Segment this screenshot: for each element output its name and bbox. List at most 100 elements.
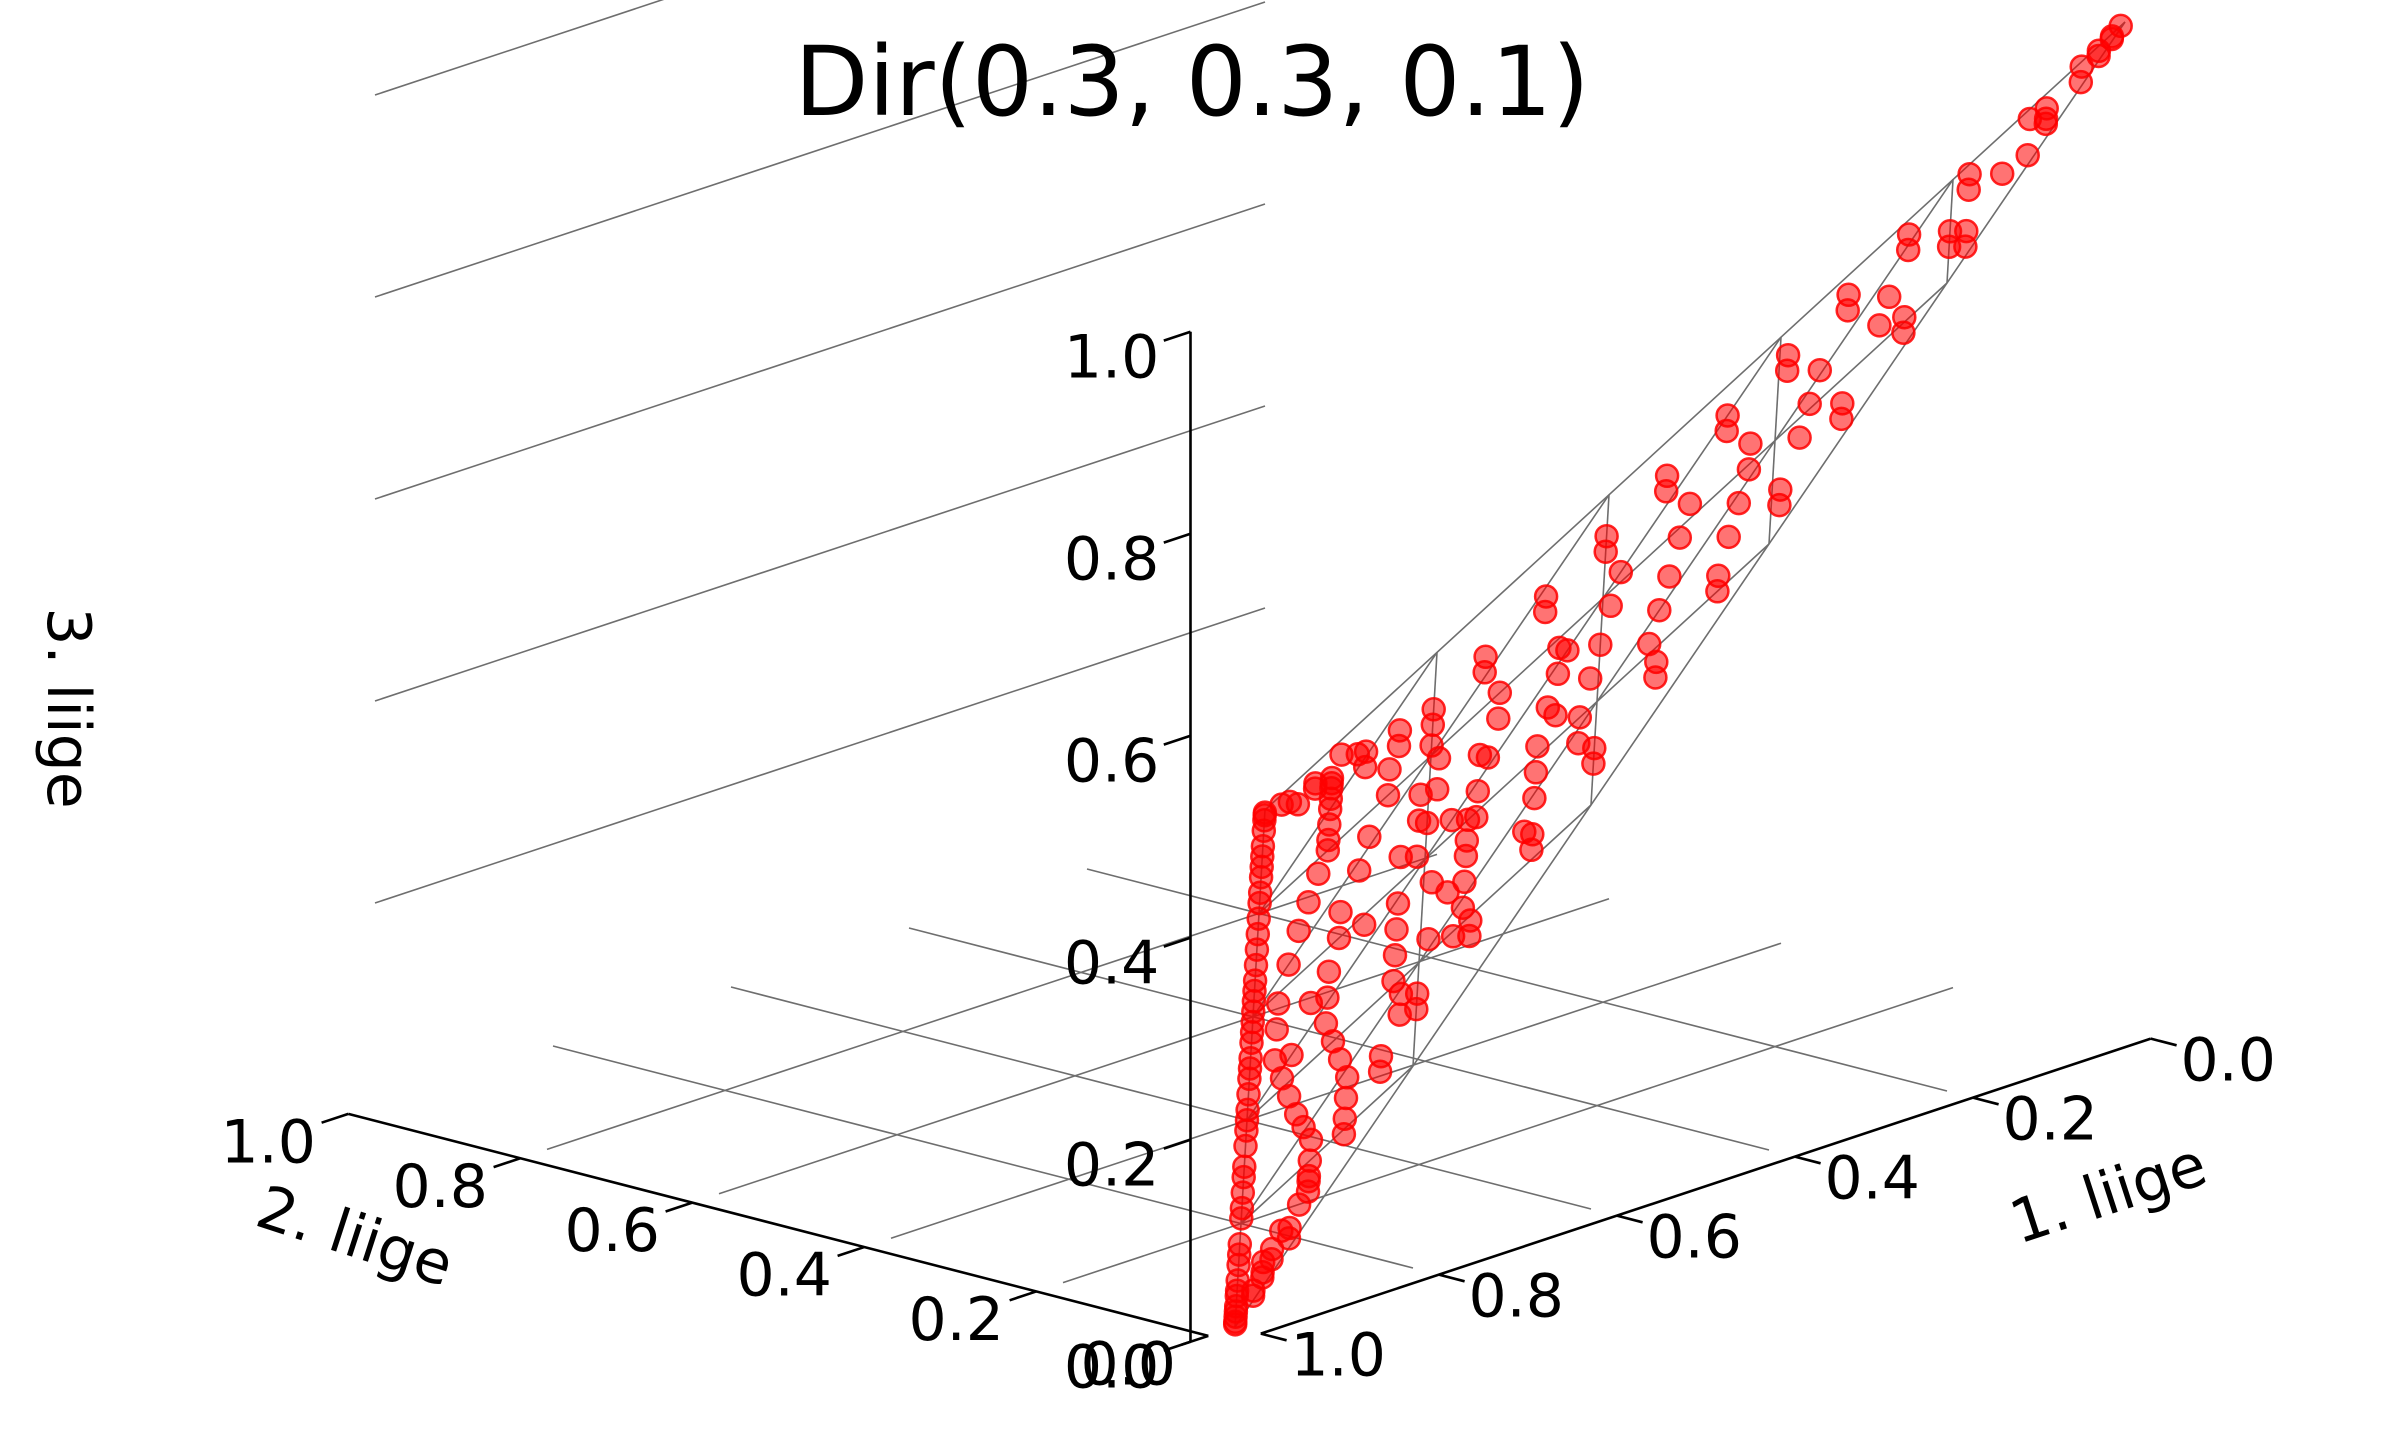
scatter-point	[1298, 1127, 1324, 1153]
scatter-point	[1512, 819, 1537, 845]
scatter-point	[2086, 43, 2111, 69]
scatter-point	[1726, 490, 1752, 516]
scatter-point	[1367, 1059, 1393, 1084]
scatter-point	[1296, 890, 1321, 915]
simplex-gridline	[1258, 651, 1438, 914]
scatter-point	[1279, 1042, 1304, 1068]
scatter-point	[1285, 792, 1311, 817]
scatter-point	[1567, 705, 1593, 730]
floor-gridline	[546, 853, 1438, 1151]
simplex-gridline	[1240, 1065, 1414, 1225]
z-axis-tick-label: 0.2	[1064, 1130, 1159, 1200]
x-axis-tick-label: 0.2	[2002, 1085, 2097, 1155]
z-axis-tick	[1163, 734, 1191, 746]
z-axis-tick	[1163, 936, 1191, 948]
scatter-point	[1787, 425, 1812, 450]
scatter-point	[1667, 525, 1693, 550]
chart-title: Dir(0.3, 0.3, 0.1)	[794, 26, 1589, 138]
scatter-point	[1388, 844, 1413, 870]
scatter-point	[1807, 357, 1833, 383]
scatter-point	[1333, 1085, 1359, 1111]
floor-gridline	[730, 986, 1592, 1210]
scatter-point	[1555, 638, 1580, 663]
z-axis-tick-label: 1.0	[1064, 322, 1159, 392]
scatter-point	[1797, 391, 1822, 417]
scatter-point	[1643, 665, 1668, 690]
scatter-point	[1588, 632, 1613, 657]
scatter-point	[1465, 778, 1491, 804]
scatter-point	[1243, 952, 1269, 978]
y-axis-tick-label: 0.4	[736, 1241, 831, 1311]
scatter-point	[1593, 539, 1618, 564]
scatter-point	[2015, 142, 2040, 168]
scatter-point	[1375, 782, 1401, 808]
scatter-point	[2033, 106, 2059, 132]
scatter-point	[1525, 734, 1550, 759]
scatter-point	[1705, 579, 1730, 604]
z-axis-tick-label: 0.8	[1064, 524, 1159, 594]
scatter-point	[1577, 666, 1603, 691]
scatter-point	[1716, 524, 1741, 550]
scatter-point	[1989, 161, 2015, 186]
scatter-point	[1345, 742, 1371, 767]
scatter-point	[1377, 757, 1402, 782]
x-axis-tick	[1972, 1096, 1999, 1106]
floor-gridline	[1062, 986, 1954, 1284]
scatter-point	[1233, 1133, 1258, 1159]
scatter-point	[1774, 358, 1800, 383]
scatter-point	[1440, 924, 1466, 949]
x-axis-tick	[2150, 1037, 2177, 1047]
scatter-point	[1316, 959, 1342, 984]
scatter-point	[1472, 660, 1497, 685]
x-axis-line	[1260, 1037, 2152, 1335]
scatter-point	[1382, 942, 1408, 968]
scatter-point	[1767, 492, 1792, 518]
scatter-point	[1248, 864, 1274, 890]
scatter-point	[1608, 559, 1634, 585]
scatter-point	[1231, 1164, 1256, 1190]
scatter-point	[1598, 593, 1623, 619]
scatter-point	[1420, 712, 1446, 738]
scatter-point	[1455, 807, 1481, 833]
scatter-point	[1891, 320, 1916, 345]
scatter-point	[1566, 730, 1591, 756]
wall-gridline	[374, 1, 1266, 298]
z-axis-tick	[1163, 330, 1191, 342]
scatter-point	[1581, 751, 1606, 776]
scatter-point	[1386, 733, 1412, 759]
scatter-point	[1286, 918, 1311, 944]
scatter-point	[1736, 457, 1762, 482]
scatter-point	[1234, 1107, 1260, 1133]
y-axis-line	[347, 1112, 1209, 1338]
scatter-point	[1239, 1020, 1265, 1045]
axes	[321, 330, 2177, 1352]
scatter-point	[1265, 991, 1291, 1016]
scatter-point	[1647, 597, 1672, 623]
scatter-point	[1653, 479, 1679, 504]
scatter-point	[1334, 1065, 1360, 1090]
scatter-point	[1426, 746, 1452, 771]
wall-gridline	[374, 0, 665, 96]
scatter-point	[1829, 406, 1854, 432]
scatter-point	[1435, 880, 1460, 905]
simplex-edge	[1234, 21, 2126, 1328]
z-axis-tick	[1163, 1340, 1191, 1352]
z-axis-tick-label: 0.0	[1064, 1332, 1159, 1402]
scatter-point	[1408, 782, 1433, 807]
z-axis-title: 3. liige	[33, 607, 103, 808]
scatter-point	[1286, 1192, 1312, 1217]
scatter-point	[1306, 861, 1331, 886]
floor-gridline	[718, 898, 1610, 1195]
y-axis-tick-label: 0.6	[564, 1196, 659, 1266]
y-axis-tick-label: 0.8	[392, 1152, 487, 1222]
scatter-point	[2099, 26, 2125, 52]
scatter-point	[1296, 1163, 1322, 1189]
x-axis-tick	[1616, 1214, 1643, 1224]
scatter-point	[1867, 313, 1892, 338]
z-axis-tick	[1163, 1138, 1191, 1150]
scatter-point	[2068, 69, 2094, 95]
y-axis-tick	[321, 1112, 349, 1124]
scatter-point	[1326, 925, 1352, 951]
y-axis-tick-label: 0.2	[908, 1285, 1003, 1355]
z-axis-tick	[1163, 532, 1191, 544]
